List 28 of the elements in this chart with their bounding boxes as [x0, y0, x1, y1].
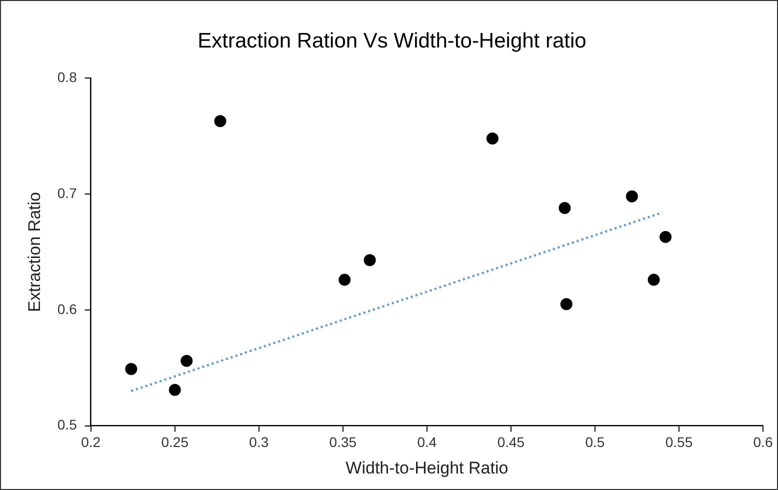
point [180, 354, 193, 367]
x-tick-label: 0.5 [585, 434, 605, 450]
y-tick-label: 0.5 [57, 416, 78, 433]
point [214, 115, 226, 128]
point [168, 384, 181, 396]
point [660, 230, 672, 243]
x-tick-label: 0.35 [329, 434, 357, 450]
point [560, 298, 572, 310]
x-axis-title: Width-to-Height Ratio [346, 458, 508, 478]
y-tick-label: 0.6 [57, 300, 78, 317]
point [125, 363, 138, 376]
point [364, 254, 376, 266]
x-tick-label: 0.2 [81, 434, 101, 450]
x-tick-label: 0.25 [161, 434, 189, 450]
x-tick-label: 0.6 [753, 434, 773, 450]
x-tick-label: 0.4 [417, 434, 437, 450]
y-tick-label: 0.7 [57, 184, 78, 201]
point [338, 274, 351, 286]
y-axis-title: Extraction Ratio [24, 192, 44, 312]
x-tick-label: 0.55 [665, 434, 693, 450]
x-tick-label: 0.45 [497, 434, 525, 450]
point [486, 132, 498, 144]
x-tick-label: 0.3 [249, 434, 269, 450]
chart-title: Extraction Ration Vs Width-to-Height ratio [198, 29, 586, 52]
point [626, 190, 638, 202]
point [648, 274, 660, 286]
point [558, 202, 571, 214]
y-tick-label: 0.8 [57, 69, 78, 86]
